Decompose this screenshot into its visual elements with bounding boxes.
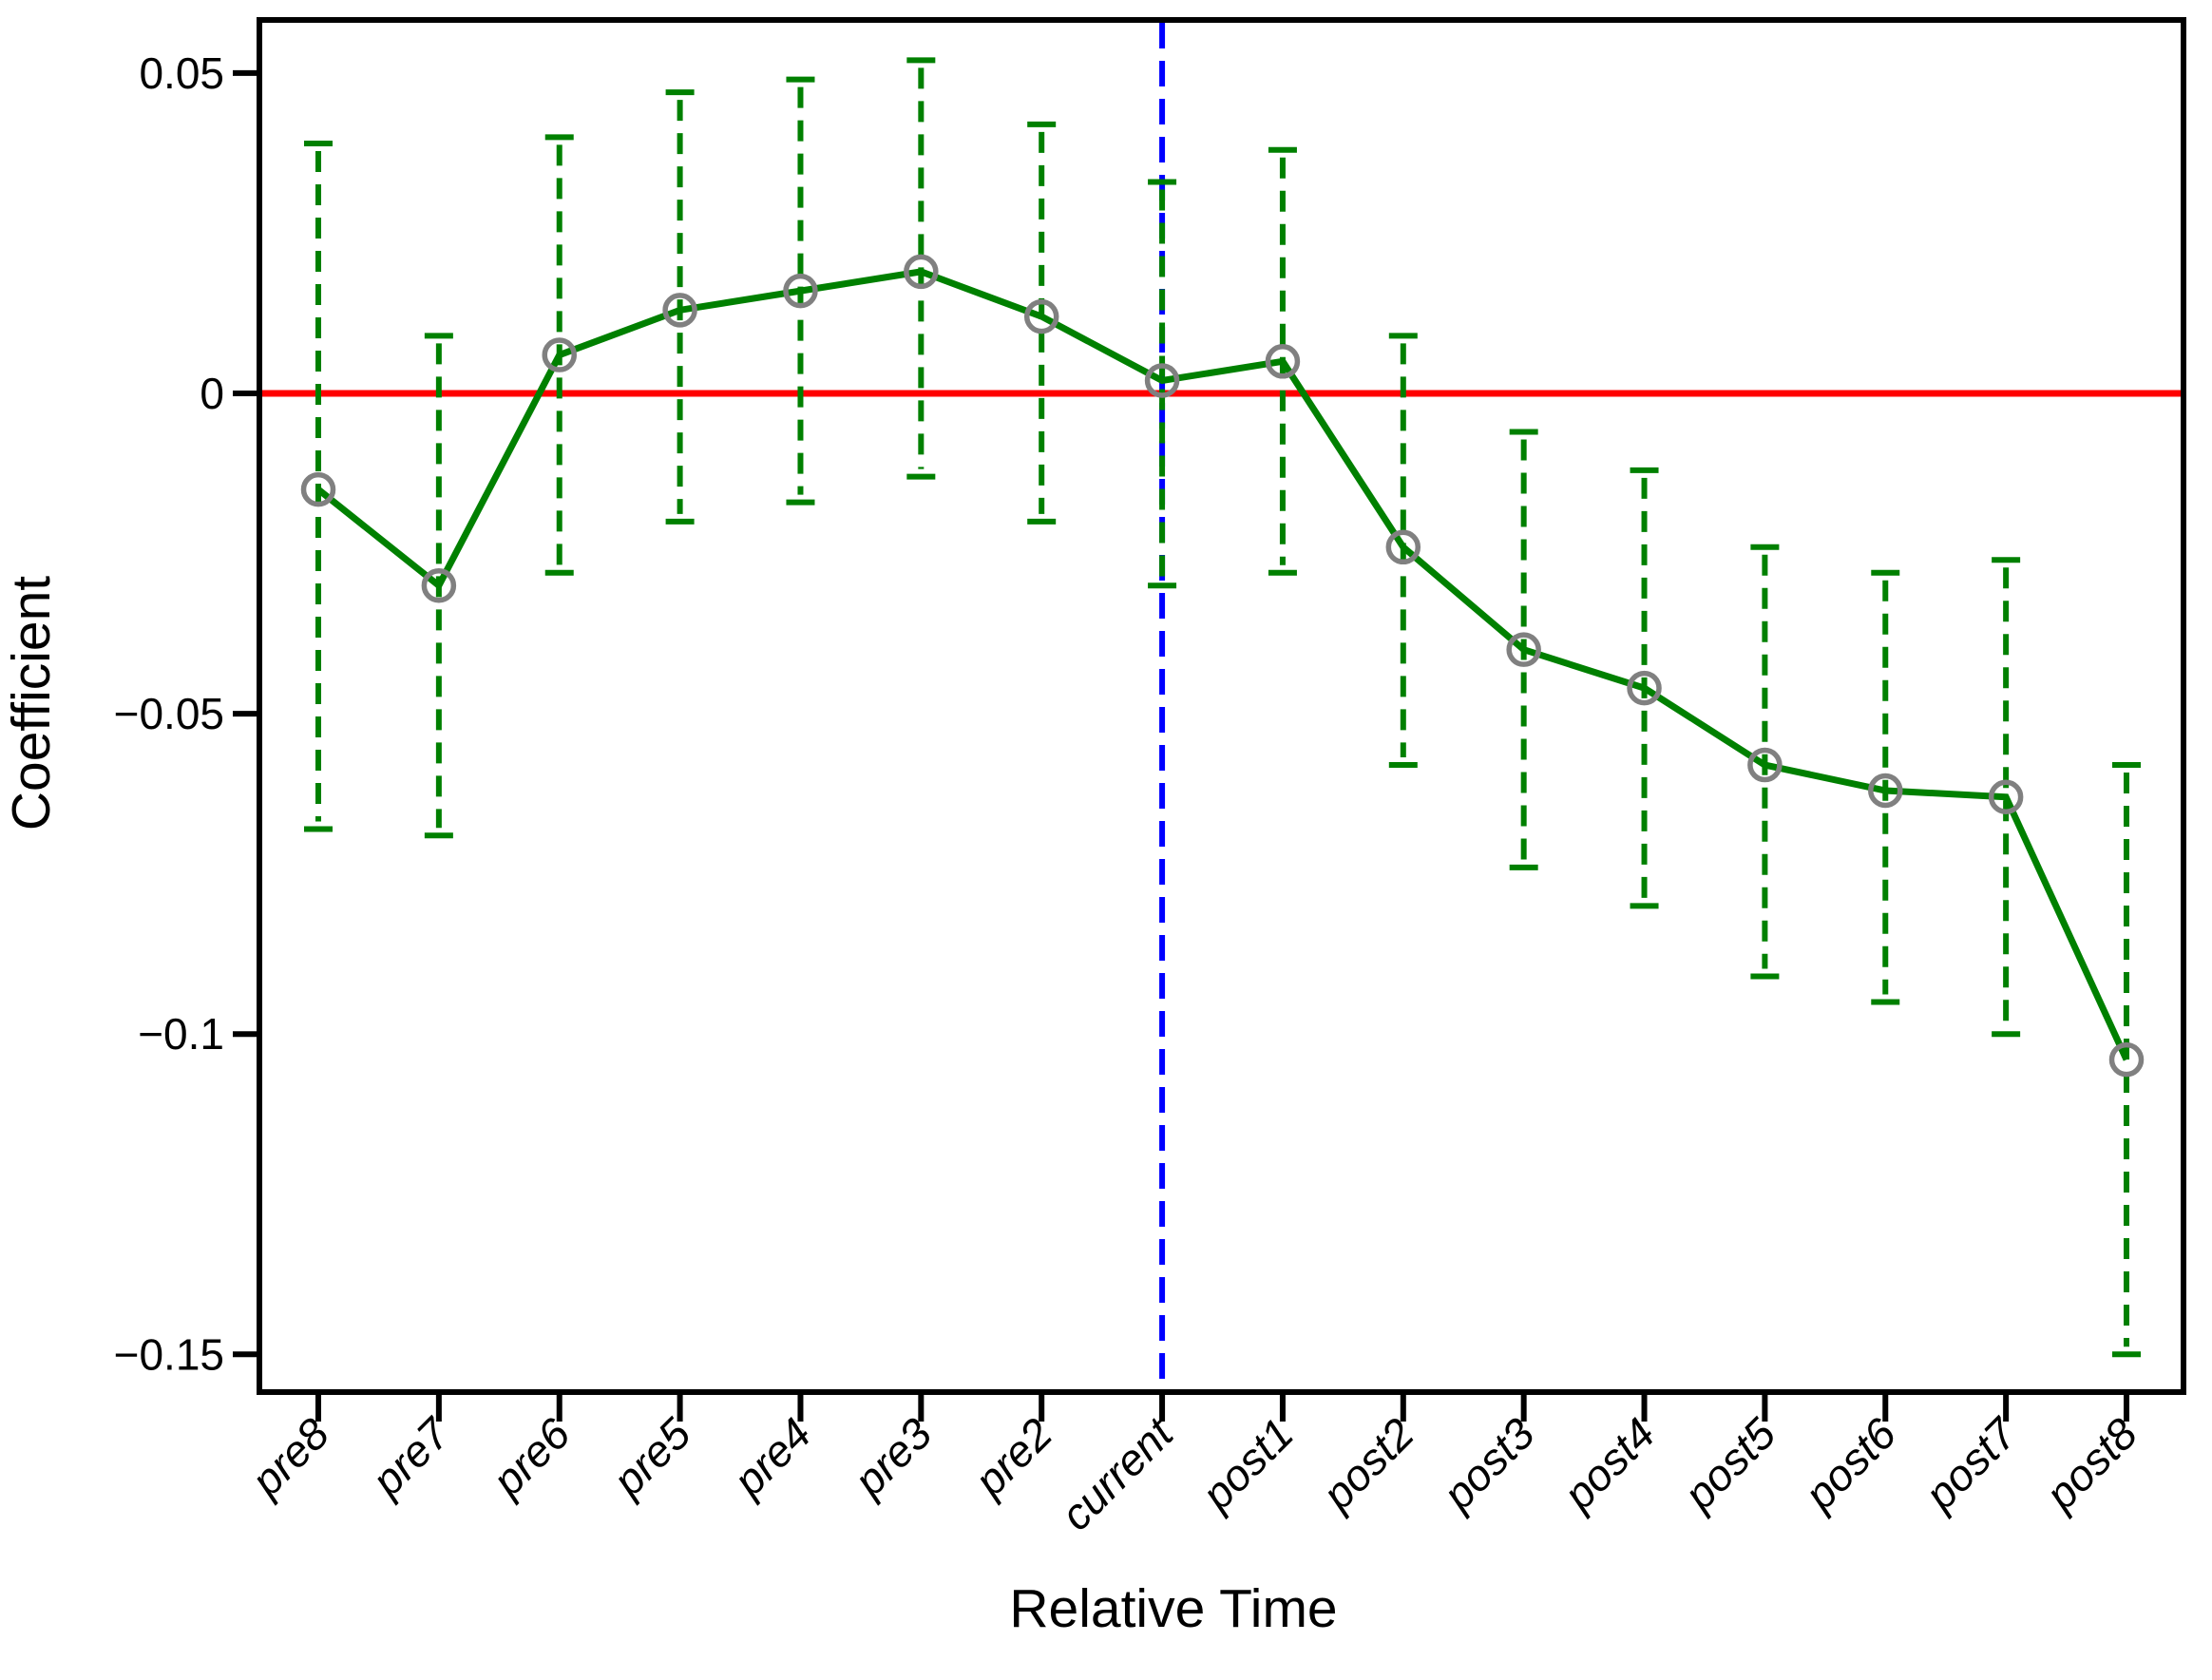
marker-pre6 (542, 337, 577, 372)
plot-border (257, 17, 2186, 1395)
y-tick-label-−0.05: −0.05 (114, 689, 224, 738)
marker-post5 (1747, 747, 1783, 783)
marker-pre4 (783, 273, 818, 309)
x-tick-label-pre6: pre6 (482, 1408, 581, 1507)
x-tick-label-post8: post8 (2034, 1408, 2146, 1520)
y-tick-label-−0.15: −0.15 (114, 1329, 224, 1379)
x-tick-label-post6: post6 (1794, 1408, 1906, 1520)
marker-post4 (1627, 670, 1662, 706)
marker-pre2 (1023, 298, 1059, 334)
x-tick-label-pre4: pre4 (722, 1408, 820, 1506)
markers-layer (300, 254, 2145, 1078)
y-tick-label-−0.1: −0.1 (138, 1009, 224, 1059)
x-tick-label-pre5: pre5 (601, 1408, 700, 1507)
marker-pre8 (300, 471, 336, 507)
coefficient-line (315, 268, 2130, 1061)
marker-pre7 (421, 568, 457, 603)
marker-pre5 (662, 293, 697, 328)
x-tick-label-post4: post4 (1553, 1408, 1665, 1520)
marker-current (1144, 363, 1180, 398)
error-bar-pre2 (1027, 121, 1057, 525)
marker-post8 (2108, 1041, 2145, 1078)
y-tick-label-0.05: 0.05 (139, 48, 224, 98)
x-tick-label-post3: post3 (1432, 1408, 1544, 1520)
series-line-layer (315, 268, 2130, 1061)
x-tick-label-pre8: pre8 (240, 1408, 339, 1507)
x-tick-label-post7: post7 (1914, 1407, 2027, 1520)
error-bars-layer (304, 57, 2141, 1358)
x-tick-label-post5: post5 (1673, 1408, 1785, 1520)
marker-post7 (1988, 779, 2024, 814)
error-bar-post7 (1992, 557, 2021, 1038)
reference-lines-layer (262, 23, 2181, 1389)
marker-pre3 (904, 254, 939, 290)
marker-post3 (1506, 632, 1541, 667)
y-tick-label-0: 0 (200, 369, 224, 418)
marker-post2 (1385, 529, 1421, 565)
x-tick-label-current: current (1051, 1407, 1184, 1540)
marker-post1 (1265, 344, 1301, 379)
x-tick-label-post2: post2 (1311, 1408, 1423, 1520)
x-tick-label-pre3: pre3 (843, 1408, 942, 1507)
x-tick-label-post1: post1 (1191, 1408, 1303, 1520)
error-bar-current (1148, 179, 1177, 589)
x-tick-label-pre7: pre7 (361, 1407, 460, 1506)
error-bar-pre8 (304, 141, 333, 832)
error-bar-post8 (2112, 762, 2141, 1358)
marker-post6 (1868, 773, 1903, 809)
x-axis-title: Relative Time (1009, 1578, 1337, 1639)
y-axis-title: Coefficient (1, 576, 62, 830)
x-tick-label-pre2: pre2 (963, 1408, 1061, 1506)
